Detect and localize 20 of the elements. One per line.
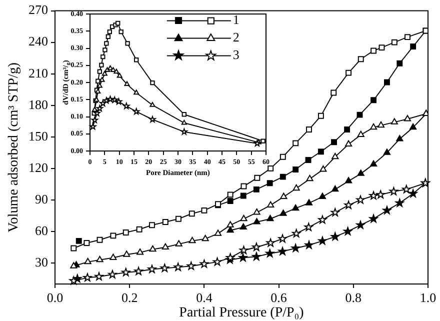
y-tick-label: 150 — [28, 128, 48, 144]
y-axis-title: Volume adsorbed (cm³ STP/g) — [6, 62, 22, 232]
y-tick-label: 120 — [28, 160, 48, 175]
y-tick-label: 90 — [35, 191, 48, 206]
x-tick-label: 0.4 — [196, 290, 213, 306]
y-tick-label: 60 — [35, 222, 48, 238]
x-axis-title: Partial Pressure (P/P₀) — [179, 306, 304, 321]
y-tick-label: 210 — [28, 65, 48, 80]
legend-label: 3 — [232, 47, 240, 62]
x-tick-label: 0.0 — [46, 290, 64, 306]
x-tick-label: 0.8 — [345, 290, 362, 306]
legend-label: 1 — [232, 12, 240, 28]
y-tick-label: 180 — [28, 96, 48, 112]
x-tick-label: 1.0 — [420, 290, 436, 306]
y-tick-label: 30 — [35, 254, 48, 270]
x-tick-label: 0.2 — [121, 290, 138, 306]
y-tick-label: 240 — [28, 34, 48, 49]
y-tick-label: 270 — [28, 2, 48, 18]
legend-label: 2 — [232, 30, 240, 45]
x-tick-label: 0.6 — [270, 290, 288, 306]
